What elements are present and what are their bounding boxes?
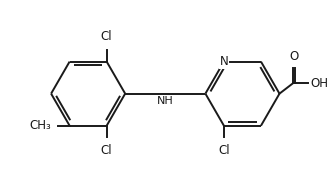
Text: CH₃: CH₃: [29, 119, 51, 132]
Text: O: O: [289, 50, 298, 63]
Text: Cl: Cl: [218, 144, 230, 157]
Text: Cl: Cl: [101, 144, 113, 157]
Text: OH: OH: [310, 77, 328, 90]
Text: Cl: Cl: [101, 30, 113, 43]
Text: N: N: [219, 55, 228, 68]
Text: NH: NH: [157, 96, 174, 106]
